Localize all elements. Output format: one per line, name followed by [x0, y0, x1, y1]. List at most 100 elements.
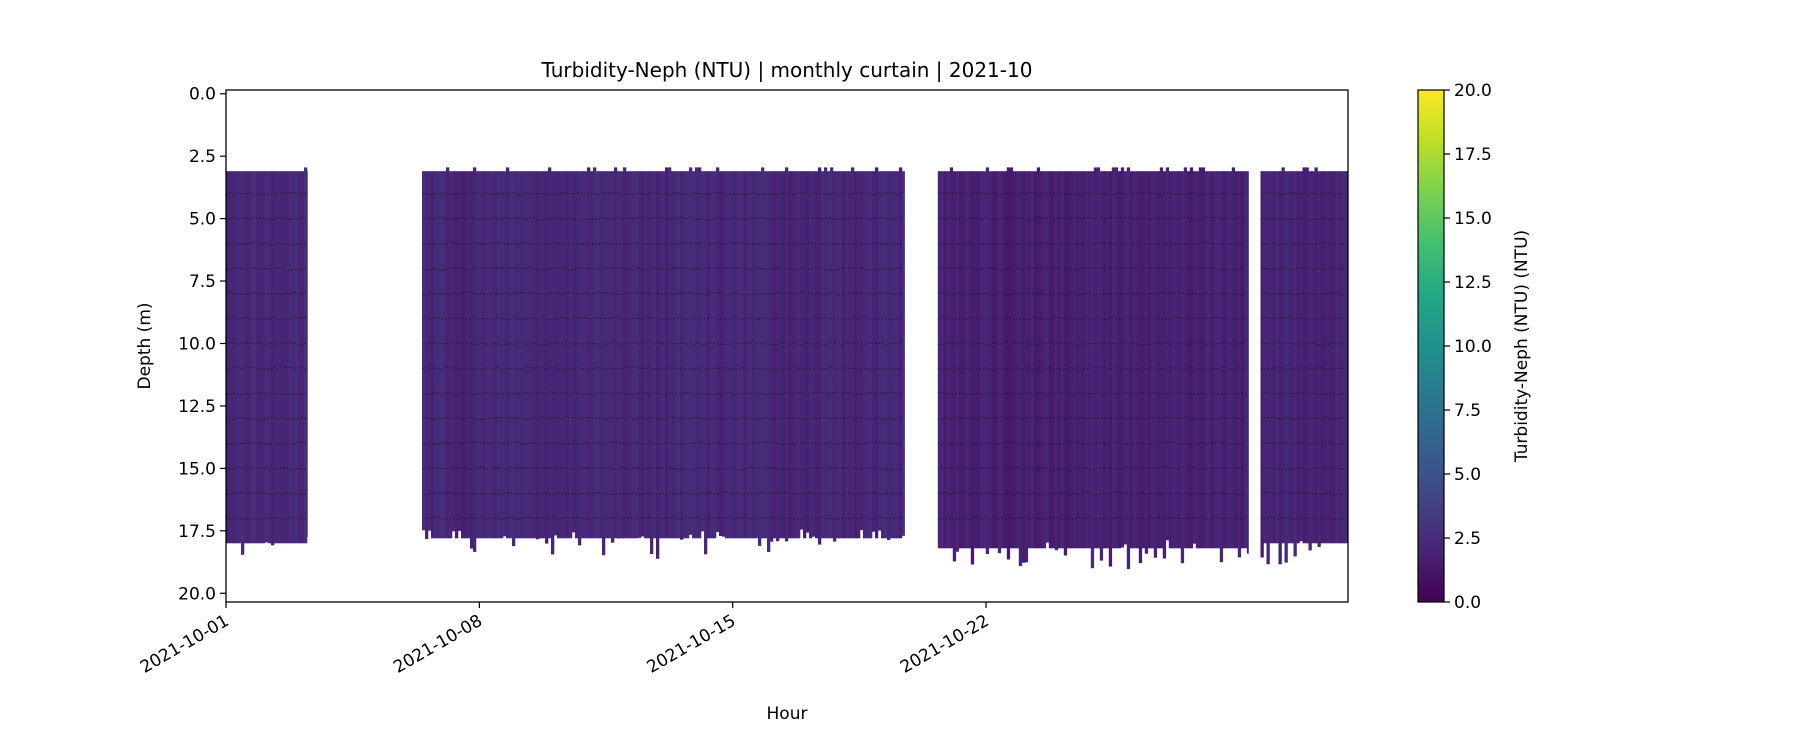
curtain-strip: [848, 171, 852, 539]
curtain-strip: [967, 171, 972, 549]
curtain-strip: [253, 171, 257, 544]
curtain-strip: [509, 171, 513, 539]
curtain-strip: [988, 171, 993, 549]
curtain-strip: [1171, 171, 1176, 549]
curtain-strip: [614, 167, 618, 539]
curtain-strip: [226, 171, 230, 544]
curtain-strip: [422, 171, 426, 531]
curtain-strip: [295, 171, 299, 544]
sensor-depth-line: [1260, 516, 1345, 521]
curtain-strip: [845, 171, 849, 539]
curtain-strip: [1269, 171, 1273, 544]
sensor-depth-line: [226, 392, 307, 396]
sensor-depth-line: [421, 266, 903, 271]
curtain-strip: [596, 171, 600, 539]
sensor-depth-line: [937, 241, 1247, 246]
curtain-strip: [1150, 171, 1155, 549]
y-tick-label: 10.0: [178, 335, 216, 355]
sensor-depth-line: [1260, 366, 1345, 371]
curtain-strip: [698, 167, 702, 539]
curtain-strip: [854, 171, 858, 539]
curtain-strip: [1320, 171, 1324, 544]
curtain-strip: [259, 171, 263, 544]
curtain-strip: [1207, 171, 1212, 549]
curtain-strip: [952, 171, 957, 562]
curtain-strip: [557, 171, 561, 539]
curtain-strip: [238, 171, 242, 544]
curtain-strip: [1027, 171, 1032, 549]
curtain-strip: [551, 171, 555, 555]
sensor-depth-line: [1260, 441, 1345, 446]
curtain-strip: [1323, 171, 1327, 544]
curtain-strip: [659, 171, 663, 539]
curtain-strip: [827, 171, 831, 539]
sensor-depth-line: [937, 216, 1246, 221]
curtain-strip: [743, 171, 747, 539]
curtain-strip: [1081, 171, 1086, 549]
curtain-strip: [1075, 171, 1080, 549]
curtain-strip: [722, 171, 726, 537]
sensor-depth-line: [226, 466, 307, 471]
curtain-strip: [1024, 171, 1029, 563]
y-axis: 0.0 2.5 5.0 7.5 10.0 12.5 15.0 17.5 20.0: [178, 85, 226, 604]
curtain-strip: [1311, 171, 1315, 544]
curtain-strip: [1045, 171, 1050, 543]
curtain-strip: [803, 171, 807, 539]
curtain-strip: [773, 171, 777, 539]
curtain-strip: [1243, 171, 1248, 549]
curtain-strip: [473, 167, 477, 552]
curtain-strip: [536, 171, 540, 540]
curtain-strip: [946, 171, 951, 549]
sensor-depth-line: [937, 291, 1247, 296]
sensor-depth-line: [1260, 316, 1345, 321]
curtain-strip: [809, 171, 813, 539]
curtain-strip: [644, 171, 648, 539]
sensor-depth-line: [1260, 216, 1345, 221]
curtain-strip: [1042, 171, 1047, 549]
curtain-strip: [1296, 171, 1300, 544]
curtain-strip: [887, 171, 891, 541]
curtain-strip: [1048, 171, 1053, 549]
curtain-strip: [458, 171, 462, 531]
curtain-strip: [1222, 171, 1227, 549]
axes-frame: [225, 89, 1349, 603]
curtain-strip: [533, 171, 537, 539]
curtain-strip: [1093, 167, 1098, 549]
curtain-strip: [961, 171, 966, 549]
curtain-strip: [274, 171, 278, 544]
curtain-strip: [1033, 171, 1038, 549]
curtain-strip: [677, 171, 681, 539]
curtain-strip: [1204, 171, 1209, 549]
curtain-strip: [818, 167, 822, 545]
curtain-strip: [638, 171, 642, 538]
curtain-strip: [665, 167, 669, 539]
sensor-depth-line: [1260, 191, 1345, 196]
curtain-strip: [608, 171, 612, 539]
curtain-strip: [446, 167, 450, 539]
curtain-strip: [1054, 171, 1059, 551]
curtain-strip: [1302, 167, 1306, 544]
curtain-strip: [301, 171, 305, 544]
y-tick-label: 7.5: [189, 272, 216, 292]
curtain-strip: [1036, 167, 1041, 549]
curtain-strip: [955, 171, 960, 552]
curtain-strip: [1108, 171, 1113, 567]
curtain-strip: [767, 171, 771, 552]
plot-area: [226, 167, 1348, 570]
curtain-strip: [701, 171, 705, 532]
curtain-strip: [863, 171, 867, 539]
curtain-strip: [1225, 171, 1230, 549]
curtain-strip: [635, 171, 639, 539]
curtain-strip: [1344, 171, 1348, 544]
sensor-depth-line: [226, 191, 307, 196]
curtain-strip: [830, 167, 834, 539]
colorbar-tick-label: 0.0: [1454, 593, 1481, 613]
sensor-depth-line: [226, 267, 307, 271]
curtain-strip: [1213, 171, 1218, 549]
curtain-strip: [982, 171, 987, 549]
curtain-strip: [1117, 171, 1122, 549]
curtain-strip: [626, 171, 630, 539]
curtain-strip: [1132, 171, 1137, 549]
curtain-strip: [1000, 171, 1005, 549]
